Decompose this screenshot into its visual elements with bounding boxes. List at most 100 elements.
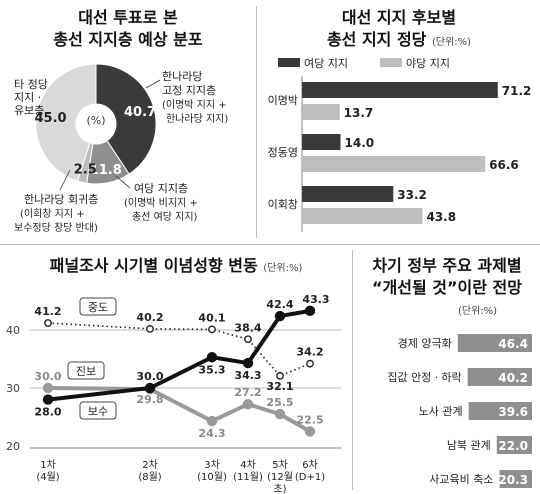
line-point-conservative	[274, 408, 286, 420]
hbar-value-label: 71.2	[502, 84, 532, 98]
hbar-bar-opp	[302, 208, 423, 224]
line-value-label: 38.4	[234, 321, 261, 334]
task-title-line2: “개선될 것”이란 전망	[372, 278, 522, 297]
line-xtick-label: (4월)	[36, 471, 59, 483]
line-unit: (단위:%)	[263, 263, 303, 274]
pie-annot-fixed-3: (이명박 지지 +	[162, 99, 227, 111]
pie-value-label: 2.5	[74, 163, 97, 178]
pie-annot-return-1: 한나라당 회귀층	[24, 193, 98, 206]
line-value-label: 34.2	[296, 346, 323, 359]
pie-slice-other	[35, 63, 97, 182]
pie-chart: 40.7 11.82.5 45.0 (%) 한나라당 고정 지지층 (이명박 지지 …	[14, 63, 228, 234]
task-value-label: 46.4	[498, 337, 528, 351]
hbar-value-label: 13.7	[344, 106, 374, 120]
line-xtick-label: (8월)	[138, 471, 161, 483]
line-point-moderate	[146, 324, 154, 333]
panel-divider	[256, 6, 257, 238]
line-value-label: 40.2	[136, 311, 163, 324]
pie-annot-other-3: 유보층	[14, 104, 44, 117]
line-series-name: 보수	[88, 405, 108, 418]
line-title-wrap: 패널조사 시기별 이념성향 변동 (단위:%)	[0, 256, 352, 279]
line-value-label: 24.3	[198, 427, 225, 440]
hbar-title-line1: 대선 지지 후보별	[341, 8, 457, 27]
pie-title-line1: 대선 투표로 본	[78, 8, 178, 27]
legend-swatch-ruling	[278, 58, 300, 67]
line-xtick-label: 2차	[142, 459, 158, 471]
task-bar	[468, 402, 532, 420]
hbar-bar-opp	[302, 104, 340, 120]
line-series-name: 진보	[76, 365, 96, 378]
line-value-label: 35.3	[198, 363, 225, 376]
line-xtick-label: 3차	[204, 459, 220, 471]
line-value-label: 40.1	[198, 311, 225, 324]
hbar-value-label: 66.6	[489, 158, 519, 172]
line-value-label: 41.2	[34, 305, 61, 318]
pie-annot-ruling-2: (이명박 비지지 +	[124, 197, 198, 209]
hbar-category-label: 이회창	[268, 198, 298, 211]
pie-panel: 대선 투표로 본 총선 지지층 예상 분포 40.7 11.8 2.5 45.0 (%…	[0, 0, 256, 244]
line-value-label: 30.0	[136, 370, 163, 383]
pie-annot-ruling-3: 총선 여당 지지)	[132, 211, 198, 223]
pie-annot-return-2: (이회창 지지 +	[20, 208, 85, 220]
legend-swatch-opp	[380, 58, 402, 67]
line-value-label: 27.2	[234, 386, 261, 399]
line-xtick-label: 5차	[272, 459, 288, 471]
line-ytick-label: 30	[6, 382, 20, 395]
panel-divider	[352, 250, 353, 490]
line-series-name-box	[79, 401, 117, 420]
line-xtick-label: 초)	[273, 483, 286, 494]
line-point-conservative	[42, 382, 54, 394]
pie-annot-fixed-1: 한나라당	[162, 70, 202, 83]
line-value-label: 32.1	[266, 380, 293, 393]
line-value-label: 43.3	[302, 293, 329, 306]
pie-annot-other-1: 타 정당	[14, 78, 48, 91]
task-chart: 46.4 경제 양극화 40.2 집값 안정ㆍ하락 39.6 노사 관계 22.0 남북 관계…	[387, 334, 532, 488]
pie-leader-fixed	[145, 79, 161, 89]
line-series-name: 중도	[88, 301, 108, 314]
line-xtick-label: 1차	[40, 459, 56, 471]
pie-title-line2: 총선 지지층 예상 분포	[53, 30, 203, 49]
pie-value-label: 45.0	[35, 111, 67, 126]
line-series-name-box	[67, 361, 105, 380]
pie-annot-other-2: 지지ㆍ	[14, 91, 44, 104]
pie-annot-fixed-4: 한나라당 지지)	[166, 113, 228, 125]
line-value-label: 28.0	[34, 406, 61, 419]
hbar-chart: 여당 지지 야당 지지 이명박 71.2 13.7 정동영 14.0 66.6 이회창 33.…	[268, 57, 532, 232]
pie-value-label: 11.8	[90, 163, 122, 178]
line-point-conservative	[206, 415, 218, 427]
task-category-label: 노사 관계	[419, 405, 463, 418]
line-xtick-label: 4차	[240, 459, 256, 471]
line-point-progressive	[274, 310, 286, 322]
line-point-conservative	[242, 399, 254, 410]
line-xtick-label: (D+1)	[295, 472, 325, 483]
task-bar	[499, 470, 532, 488]
line-point-progressive	[144, 382, 156, 394]
line-point-moderate	[306, 359, 314, 368]
line-value-label: 25.5	[266, 396, 293, 409]
task-bar	[457, 334, 532, 352]
legend-label-ruling: 여당 지지	[304, 57, 348, 70]
task-bar	[496, 436, 532, 454]
line-xtick-label: (10월)	[197, 471, 227, 483]
hbar-unit: (단위:%)	[431, 37, 472, 48]
task-category-label: 집값 안정ㆍ하락	[387, 370, 461, 384]
task-value-label: 20.3	[498, 473, 528, 487]
line-ytick-label: 20	[6, 440, 20, 453]
hbar-category-label: 정동영	[268, 146, 298, 159]
line-series-name-box	[79, 297, 117, 316]
task-value-label: 22.0	[498, 439, 528, 453]
line-value-label: 34.3	[234, 369, 261, 382]
pie-leader-ruling	[115, 175, 131, 189]
line-xtick-label: (12월	[267, 471, 293, 483]
line-ytick-label: 40	[6, 324, 20, 337]
line-value-label: 22.5	[296, 414, 323, 427]
task-bar	[467, 368, 532, 386]
hbar-category-label: 이명박	[268, 94, 298, 107]
line-xtick-label: 6차	[302, 459, 318, 471]
line-title: 패널조사 시기별 이념성향 변동	[49, 256, 258, 275]
line-point-moderate	[244, 335, 252, 344]
pie-annot-fixed-2: 고정 지지층	[162, 84, 216, 97]
pie-annot-return-3: 보수정당 창당 반대)	[14, 222, 98, 234]
line-point-moderate	[44, 319, 52, 327]
hbar-title-line2: 총선 지지 정당	[326, 30, 427, 49]
